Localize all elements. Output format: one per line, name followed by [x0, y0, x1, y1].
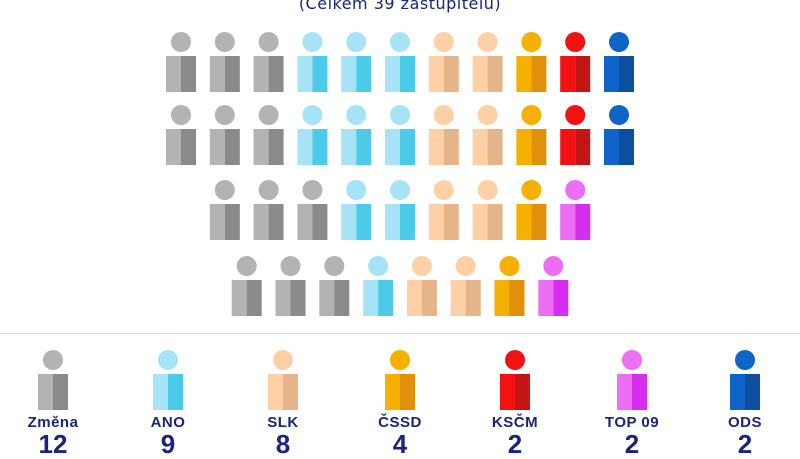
seat-slk [428, 180, 459, 240]
seat-top09 [560, 180, 591, 240]
seat-zmna [166, 105, 196, 165]
seat-slk [472, 32, 503, 92]
seat-ssd [516, 105, 547, 165]
seat-ano [297, 32, 328, 92]
legend-person-shape [38, 350, 68, 410]
legend-party-name: ANO [150, 414, 186, 431]
seat-ssd [516, 180, 547, 240]
legend-person-shape [617, 350, 647, 410]
legend-party-name: ČSSD [378, 414, 422, 431]
seat-slk [472, 180, 503, 240]
legend-person-shape [268, 350, 298, 410]
seat-zmna [209, 105, 240, 165]
person-icon [385, 350, 415, 410]
seat-ssd [494, 256, 525, 316]
seat-zmna [297, 180, 328, 240]
seat-ksm [560, 105, 591, 165]
seat-ods [604, 105, 634, 165]
seat-slk [406, 256, 437, 316]
legend-item-ods: ODS 2 [695, 350, 795, 457]
person-icon [153, 350, 183, 410]
seat-ano [385, 180, 415, 240]
legend-seat-count: 9 [160, 429, 176, 459]
seat-slk [428, 105, 459, 165]
seat-zmna [209, 180, 240, 240]
chart-subtitle: (Celkem 39 zastupitelů) [298, 0, 502, 13]
seat-ano [363, 256, 394, 316]
seat-ods [604, 32, 634, 92]
seat-chart [166, 32, 634, 316]
seat-ano [385, 32, 415, 92]
legend-seat-count: 8 [275, 429, 291, 459]
seat-zmna [253, 32, 284, 92]
seat-ano [341, 32, 372, 92]
seat-ano [385, 105, 415, 165]
legend-seat-count: 12 [38, 429, 68, 459]
legend-item-cssd: ČSSD 4 [350, 350, 450, 457]
legend-party-name: TOP 09 [604, 414, 660, 431]
legend-person-shape [153, 350, 183, 410]
divider [0, 333, 800, 334]
party-legend: Změna 12 ANO 9 SLK 8 ČSSD 4 KSČM 2 TOP 0… [28, 350, 762, 457]
seat-top09 [538, 256, 569, 316]
legend-seat-count: 2 [737, 429, 753, 459]
seat-zmna [166, 32, 196, 92]
legend-party-name: ODS [727, 414, 762, 431]
seat-ssd [516, 32, 547, 92]
legend-party-name: SLK [267, 414, 299, 431]
legend-item-top09: TOP 09 2 [582, 350, 682, 457]
legend-seat-count: 4 [392, 429, 408, 459]
seat-ano [341, 180, 372, 240]
seat-zmna [253, 105, 284, 165]
person-icon [617, 350, 647, 410]
person-icon [268, 350, 298, 410]
legend-person-shape [730, 350, 760, 410]
seat-ano [341, 105, 372, 165]
person-icon [500, 350, 530, 410]
legend-item-zmena: Změna 12 [3, 350, 103, 457]
legend-item-ano: ANO 9 [118, 350, 218, 457]
seat-slk [428, 32, 459, 92]
legend-person-shape [385, 350, 415, 410]
seat-zmna [231, 256, 262, 316]
seat-slk [450, 256, 481, 316]
seat-slk [472, 105, 503, 165]
legend-party-name: KSČM [491, 414, 539, 431]
legend-party-name: Změna [27, 414, 79, 431]
seat-zmna [253, 180, 284, 240]
legend-item-kscm: KSČM 2 [465, 350, 565, 457]
legend-seat-count: 2 [624, 429, 640, 459]
seat-zmna [275, 256, 306, 316]
person-icon [730, 350, 760, 410]
legend-item-slk: SLK 8 [233, 350, 333, 457]
person-icon [38, 350, 68, 410]
seat-ano [297, 105, 328, 165]
legend-person-shape [500, 350, 530, 410]
legend-seat-count: 2 [507, 429, 523, 459]
seat-zmna [209, 32, 240, 92]
seat-zmna [319, 256, 350, 316]
seat-ksm [560, 32, 591, 92]
